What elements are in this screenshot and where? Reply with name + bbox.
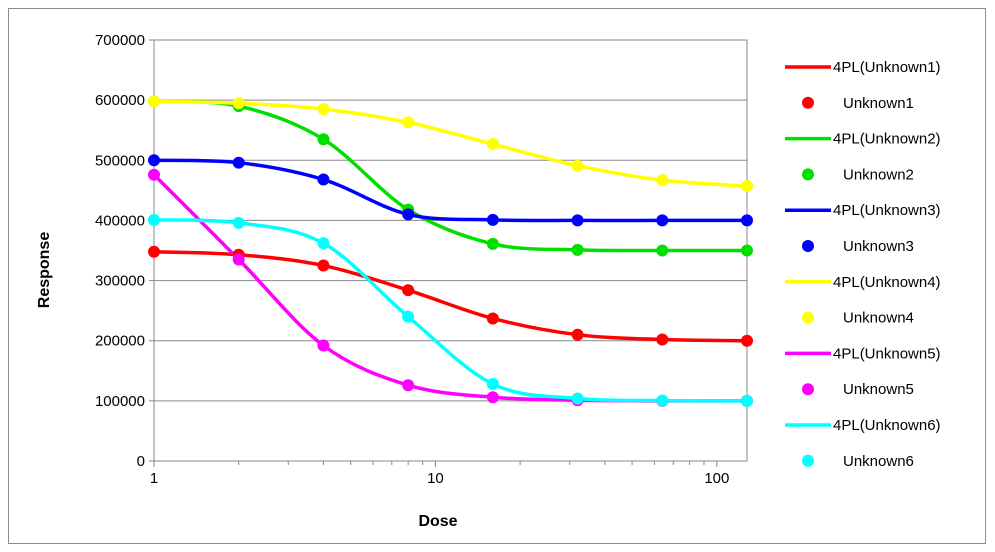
y-tick-label: 500000	[95, 152, 145, 169]
data-points	[148, 95, 753, 407]
x-tick-label: 100	[704, 470, 729, 487]
legend-label: Unknown6	[843, 453, 914, 470]
data-point-unknown6	[317, 237, 330, 250]
data-point-unknown3	[148, 154, 160, 167]
legend-label: 4PL(Unknown6)	[833, 417, 941, 434]
legend-label: Unknown3	[843, 238, 914, 255]
legend-label: Unknown5	[843, 381, 914, 398]
data-point-unknown2	[656, 244, 669, 257]
data-point-unknown2	[317, 133, 330, 146]
legend-marker-swatch	[802, 454, 814, 467]
data-point-unknown5	[148, 168, 160, 181]
data-point-unknown1	[317, 259, 330, 272]
legend-marker-swatch	[802, 311, 814, 324]
data-point-unknown6	[402, 310, 415, 323]
data-point-unknown4	[571, 159, 584, 172]
data-point-unknown4	[486, 138, 499, 151]
data-point-unknown4	[402, 116, 415, 129]
data-point-unknown6	[148, 213, 160, 226]
data-point-unknown4	[741, 180, 753, 193]
legend-label: 4PL(Unknown2)	[833, 131, 941, 148]
data-point-unknown1	[148, 245, 160, 258]
data-point-unknown5	[232, 253, 245, 266]
gridlines	[153, 39, 748, 462]
data-point-unknown6	[656, 394, 669, 407]
fit-curve-unknown5	[152, 172, 749, 403]
data-point-unknown6	[486, 378, 499, 391]
fit-curves	[152, 99, 749, 403]
y-tick-label: 300000	[95, 273, 145, 290]
dose-response-chart: 0 100000 200000 300000 400000 500000 600000 700…	[36, 32, 941, 530]
legend-marker-swatch	[802, 168, 814, 181]
y-tick-label: 700000	[95, 32, 145, 49]
data-point-unknown4	[232, 97, 245, 110]
fit-curve-unknown3	[152, 158, 749, 223]
data-point-unknown4	[656, 174, 669, 187]
data-point-unknown3	[317, 173, 330, 186]
y-axis-title: Response	[36, 232, 53, 309]
data-point-unknown1	[741, 334, 753, 347]
data-point-unknown6	[232, 216, 245, 229]
fit-curve-unknown1	[152, 249, 749, 343]
data-point-unknown6	[741, 394, 753, 407]
data-point-unknown1	[656, 333, 669, 346]
data-point-unknown2	[486, 237, 499, 250]
x-axis-title: Dose	[418, 513, 457, 530]
data-point-unknown3	[232, 156, 245, 169]
data-point-unknown5	[317, 339, 330, 352]
fit-curve-unknown6	[152, 218, 749, 403]
data-point-unknown3	[402, 208, 415, 221]
y-tick-label: 100000	[95, 393, 145, 410]
data-point-unknown3	[571, 214, 584, 227]
legend-label: 4PL(Unknown1)	[833, 59, 941, 76]
fit-curve-unknown4	[152, 99, 749, 188]
data-point-unknown5	[402, 379, 415, 392]
data-point-unknown1	[571, 328, 584, 341]
legend-label: Unknown2	[843, 166, 914, 183]
legend-label: Unknown1	[843, 95, 914, 112]
y-tick-label: 0	[137, 453, 145, 470]
data-point-unknown3	[741, 214, 753, 227]
data-point-unknown4	[317, 103, 330, 116]
data-point-unknown5	[486, 391, 499, 404]
legend-marker-swatch	[802, 240, 814, 252]
x-tick-label: 1	[150, 470, 158, 487]
y-tick-label: 600000	[95, 92, 145, 109]
legend-marker-swatch	[802, 96, 814, 109]
legend: 4PL(Unknown1) Unknown1 4PL(Unknown2) Unknow…	[785, 59, 941, 470]
data-point-unknown4	[148, 95, 160, 108]
legend-label: 4PL(Unknown3)	[833, 202, 941, 219]
data-point-unknown3	[486, 213, 499, 226]
chart-frame: 0 100000 200000 300000 400000 500000 600000 700…	[8, 8, 986, 544]
data-point-unknown3	[656, 214, 669, 227]
y-tick-label: 200000	[95, 333, 145, 350]
data-point-unknown6	[571, 392, 584, 405]
fit-curve-unknown2	[152, 99, 749, 253]
legend-label: Unknown4	[843, 310, 914, 327]
data-point-unknown2	[571, 243, 584, 256]
x-tick-label: 10	[427, 470, 444, 487]
legend-label: 4PL(Unknown5)	[833, 345, 941, 362]
y-tick-label: 400000	[95, 212, 145, 229]
data-point-unknown1	[486, 312, 499, 325]
legend-marker-swatch	[802, 383, 814, 396]
legend-label: 4PL(Unknown4)	[833, 274, 941, 291]
data-point-unknown1	[402, 284, 415, 297]
data-point-unknown2	[741, 244, 753, 257]
